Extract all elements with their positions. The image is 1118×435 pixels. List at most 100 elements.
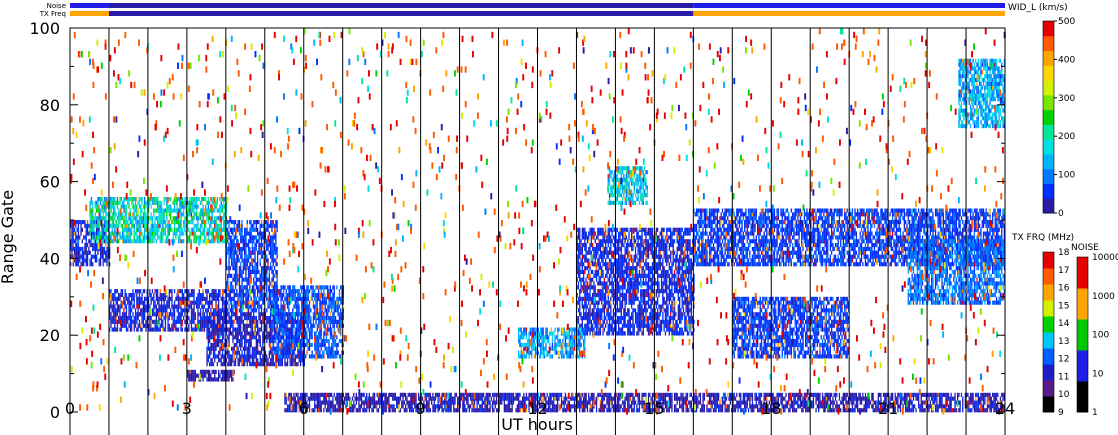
txfreq-scale-swatch — [1043, 380, 1054, 397]
txfreq-bar-segment — [693, 11, 1005, 16]
velocity-scale-swatch — [1043, 21, 1054, 37]
echo-region — [225, 220, 278, 313]
y-tick-label: 100 — [29, 19, 60, 38]
txfreq-scale-label: 16 — [1058, 284, 1070, 294]
velocity-color-scale: 0 100 200 300 400 500 — [1042, 17, 1075, 219]
y-tick-label: 0 — [50, 403, 60, 422]
x-tick-label: 0 — [65, 399, 75, 418]
plot-frame — [69, 27, 1006, 435]
y-tick-label: 80 — [40, 96, 60, 115]
echo-region — [186, 369, 235, 382]
x-tick-label: 15 — [644, 399, 664, 418]
speckle-noise — [70, 28, 1006, 415]
velocity-scale-swatch — [1043, 139, 1054, 155]
velocity-scale-swatch — [1043, 183, 1054, 199]
velocity-scale-swatch — [1043, 168, 1054, 184]
noise-scale-label: 10 — [1092, 369, 1104, 379]
txfreq-color-scale: 9 10 11 12 13 14 15 16 17 18 — [1042, 248, 1070, 418]
x-axis: 0 3 6 9 12 15 18 21 24 — [65, 399, 1015, 435]
txfreq-scale-label: 15 — [1058, 301, 1069, 311]
echo-region — [607, 166, 648, 205]
velocity-scale-swatch — [1043, 80, 1054, 96]
velocity-scale-swatch — [1043, 198, 1054, 214]
noise-scale-label: 10000 — [1092, 253, 1118, 263]
y-tick-label: 20 — [40, 326, 60, 345]
velocity-scale-swatch — [1043, 35, 1054, 52]
txfreq-scale-swatch — [1043, 300, 1054, 317]
txfreq-scale-title: TX FRQ (MHz) — [1011, 233, 1074, 243]
velocity-scale-label: 0 — [1058, 209, 1064, 219]
noise-color-scale: 1 10 100 1000 10000 — [1076, 253, 1118, 418]
txfreq-status-bar — [70, 11, 1005, 16]
echo-region — [272, 285, 344, 359]
txfreq-scale-label: 13 — [1058, 337, 1069, 347]
txfreq-scale-swatch — [1043, 348, 1054, 365]
velocity-scale-swatch — [1043, 94, 1054, 111]
scan-boundary-lines — [108, 28, 967, 435]
txfreq-scale-label: 17 — [1058, 266, 1069, 276]
txfreq-scale-swatch — [1043, 268, 1054, 285]
txfreq-bar-segment — [108, 11, 694, 16]
x-tick-label: 12 — [527, 399, 547, 418]
noise-scale-title: NOISE — [1071, 243, 1099, 253]
x-tick-label: 6 — [299, 399, 309, 418]
txfreq-scale-label: 10 — [1058, 390, 1070, 400]
txfreq-scale-swatch — [1043, 396, 1054, 413]
velocity-scale-frame — [1042, 20, 1055, 214]
echo-region — [89, 197, 228, 244]
txfreq-scale-label: 11 — [1058, 372, 1069, 382]
x-tick-label: 9 — [416, 399, 426, 418]
echo-region — [693, 392, 1005, 413]
txfreq-scale-swatch — [1043, 364, 1054, 381]
velocity-scale-label: 400 — [1058, 55, 1075, 65]
x-tick-label: 18 — [761, 399, 781, 418]
noise-bar-label: Noise — [47, 2, 66, 10]
y-tick-label: 40 — [40, 249, 60, 268]
txfreq-scale-label: 12 — [1058, 355, 1069, 365]
velocity-scale-label: 200 — [1058, 132, 1075, 142]
echo-region — [907, 239, 1005, 305]
y-axis-title: Range Gate — [0, 190, 17, 284]
velocity-scale-swatch — [1043, 109, 1054, 125]
noise-scale-swatch — [1077, 350, 1088, 382]
echo-region — [284, 392, 695, 413]
txfreq-scale-swatch — [1043, 316, 1054, 333]
txfreq-scale-swatch — [1043, 252, 1054, 269]
x-axis-title: UT hours — [501, 415, 573, 434]
noise-bar-segment — [108, 3, 694, 8]
noise-scale-label: 1 — [1092, 408, 1098, 418]
echo-data-layer — [70, 28, 1006, 415]
velocity-scale-label: 100 — [1058, 171, 1075, 181]
noise-scale-swatch — [1077, 288, 1088, 320]
x-tick-label: 24 — [995, 399, 1015, 418]
y-tick-label: 60 — [40, 173, 60, 192]
echo-region — [576, 227, 695, 336]
txfreq-bar-label: TX Freq — [39, 10, 66, 18]
txfreq-scale-label: 18 — [1058, 248, 1070, 258]
x-tick-label: 3 — [182, 399, 192, 418]
velocity-scale-swatch — [1043, 65, 1054, 81]
echo-region — [518, 327, 586, 359]
velocity-scale-swatch — [1043, 124, 1054, 140]
txfreq-scale-label: 14 — [1058, 319, 1070, 329]
txfreq-scale-label: 9 — [1058, 408, 1064, 418]
txfreq-bar-segment — [70, 11, 109, 16]
noise-bar-segment — [693, 3, 1005, 8]
noise-scale-label: 100 — [1092, 331, 1109, 341]
txfreq-scale-swatch — [1043, 332, 1054, 349]
noise-status-bar — [70, 3, 1005, 8]
noise-scale-swatch — [1077, 381, 1088, 413]
noise-scale-swatch — [1077, 257, 1088, 289]
velocity-scale-title: WID_L (km/s) — [1008, 3, 1068, 13]
txfreq-scale-swatch — [1043, 284, 1054, 301]
txfreq-scale-frame — [1042, 251, 1055, 413]
velocity-scale-label: 300 — [1058, 94, 1075, 104]
noise-scale-swatch — [1077, 319, 1088, 351]
velocity-scale-swatch — [1043, 50, 1054, 66]
noise-bar-segment — [70, 3, 109, 8]
velocity-scale-label: 500 — [1058, 17, 1075, 27]
echo-region — [958, 58, 1005, 129]
velocity-scale-swatch — [1043, 153, 1054, 170]
noise-scale-label: 1000 — [1092, 292, 1115, 302]
